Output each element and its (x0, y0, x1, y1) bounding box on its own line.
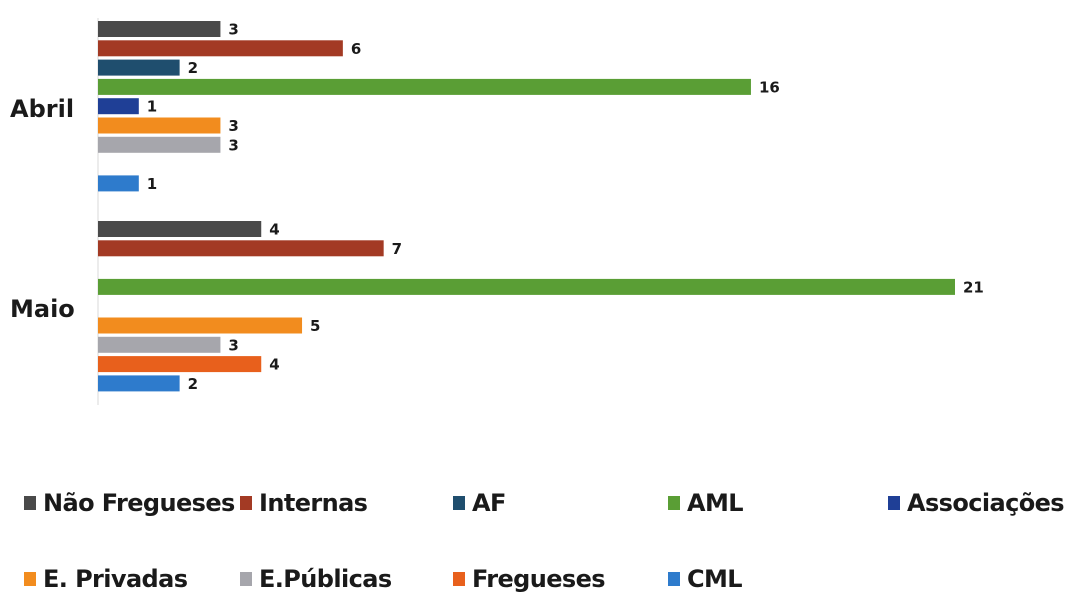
value-label-abril-e-publicas: 3 (228, 136, 238, 154)
bar-abril-internas (98, 40, 343, 57)
value-label-maio-fregueses: 4 (269, 356, 279, 374)
bar-maio-cml (98, 375, 180, 392)
bar-abril-e-publicas (98, 136, 221, 153)
value-label-maio-e-publicas: 3 (228, 336, 238, 354)
bar-maio-aml (98, 278, 955, 295)
category-labels: Abril Maio (10, 95, 75, 323)
bar-abril-cml (98, 175, 139, 192)
bar-abril-af (98, 59, 180, 76)
bar-maio-e-publicas (98, 336, 221, 353)
bar-maio-internas (98, 240, 384, 257)
bar-maio-e-privadas (98, 317, 303, 334)
value-label-maio-aml: 21 (963, 278, 984, 296)
bar-abril-nao-fregueses (98, 21, 221, 37)
value-label-abril-cml: 1 (147, 175, 157, 193)
value-label-maio-internas: 7 (392, 240, 402, 258)
bar-maio-fregueses (98, 356, 262, 373)
bar-abril-associacoes (98, 98, 139, 115)
value-label-abril-aml: 16 (759, 78, 780, 96)
bar-maio-nao-fregueses (98, 221, 262, 237)
category-label-abril: Abril (10, 95, 74, 123)
value-label-maio-e-privadas: 5 (310, 317, 320, 335)
bar-abril-aml (98, 78, 751, 95)
value-label-abril-internas: 6 (351, 40, 361, 58)
value-label-abril-associacoes: 1 (147, 98, 157, 116)
value-label-abril-nao-fregueses: 3 (228, 21, 238, 39)
value-label-abril-e-privadas: 3 (228, 117, 238, 135)
category-label-maio: Maio (10, 295, 75, 323)
value-label-abril-af: 2 (188, 59, 198, 77)
bar-abril-e-privadas (98, 117, 221, 134)
value-label-maio-cml: 2 (188, 375, 198, 393)
value-label-maio-nao-fregueses: 4 (269, 221, 279, 239)
